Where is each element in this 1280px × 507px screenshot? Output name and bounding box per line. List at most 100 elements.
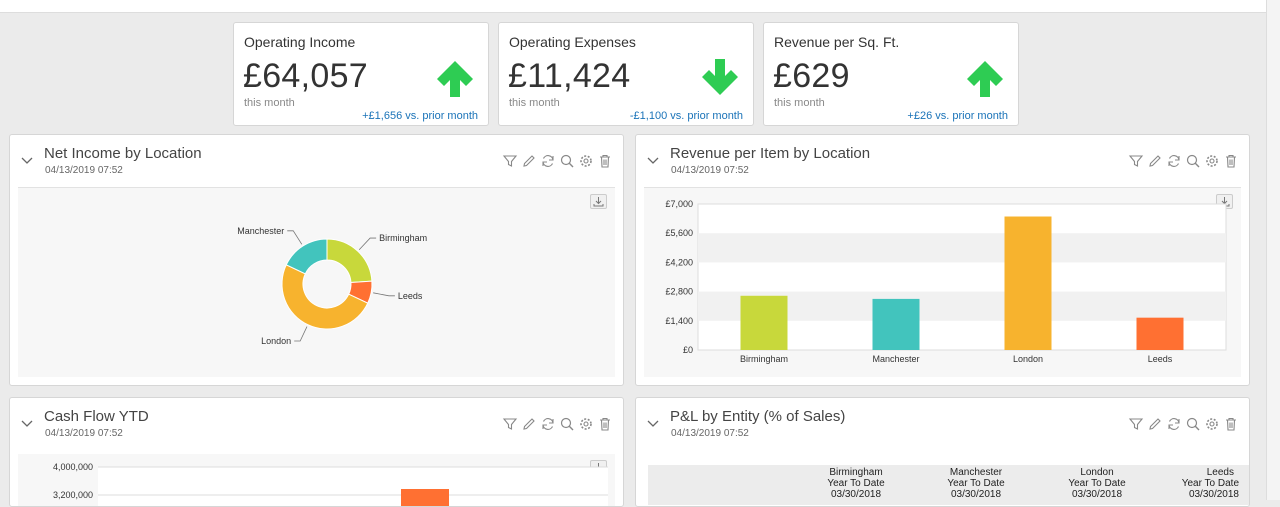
filter-icon[interactable] bbox=[1128, 416, 1144, 432]
donut-chart: Birmingham Leeds London Manchester bbox=[237, 226, 427, 346]
column-period: Year To Date bbox=[1182, 478, 1240, 489]
kpi-change: -£1,100 vs. prior month bbox=[629, 110, 743, 122]
trash-icon[interactable] bbox=[597, 416, 613, 432]
kpi-value: £64,057 bbox=[243, 57, 369, 95]
bar bbox=[740, 295, 788, 350]
refresh-icon[interactable] bbox=[1166, 416, 1182, 432]
chevron-down-icon[interactable] bbox=[20, 416, 34, 430]
chart-area: Birmingham Leeds London Manchester bbox=[18, 188, 615, 377]
slice-label: Birmingham bbox=[379, 233, 427, 243]
trash-icon[interactable] bbox=[597, 153, 613, 169]
search-icon[interactable] bbox=[559, 416, 575, 432]
panel-timestamp: 04/13/2019 07:52 bbox=[671, 165, 749, 176]
y-tick-label: £2,800 bbox=[665, 287, 693, 297]
y-tick-label: £1,400 bbox=[665, 316, 693, 326]
refresh-icon[interactable] bbox=[540, 153, 556, 169]
trash-icon[interactable] bbox=[1223, 416, 1239, 432]
kpi-card-operating-income[interactable]: Operating Income £64,057 this month +£1,… bbox=[233, 22, 489, 126]
edit-icon[interactable] bbox=[1147, 416, 1163, 432]
panel-timestamp: 04/13/2019 07:52 bbox=[45, 165, 123, 176]
pie-slice bbox=[285, 238, 328, 275]
panel-toolbar bbox=[1128, 153, 1239, 169]
kpi-card-revenue-per-sqft[interactable]: Revenue per Sq. Ft. £629 this month +£26… bbox=[763, 22, 1019, 126]
kpi-card-operating-expenses[interactable]: Operating Expenses £11,424 this month -£… bbox=[498, 22, 754, 126]
panel-net-income-by-location: Net Income by Location 04/13/2019 07:52 … bbox=[9, 134, 624, 386]
panel-title: P&L by Entity (% of Sales) bbox=[670, 408, 846, 425]
chevron-down-icon[interactable] bbox=[20, 153, 34, 167]
filter-icon[interactable] bbox=[502, 153, 518, 169]
gear-icon[interactable] bbox=[1204, 416, 1220, 432]
column-date: 03/30/2018 bbox=[951, 489, 1001, 500]
filter-icon[interactable] bbox=[502, 416, 518, 432]
panel-timestamp: 04/13/2019 07:52 bbox=[671, 428, 749, 439]
x-tick-label: Manchester bbox=[872, 354, 919, 364]
panel-title: Cash Flow YTD bbox=[44, 408, 149, 425]
column-date: 03/30/2018 bbox=[1072, 489, 1122, 500]
panel-timestamp: 04/13/2019 07:52 bbox=[45, 428, 123, 439]
slice-label: Leeds bbox=[398, 291, 423, 301]
bar bbox=[872, 298, 920, 350]
x-tick-label: London bbox=[1013, 354, 1043, 364]
edit-icon[interactable] bbox=[521, 153, 537, 169]
y-tick-label: 4,000,000 bbox=[53, 462, 93, 472]
x-tick-label: Birmingham bbox=[740, 354, 788, 364]
column-period: Year To Date bbox=[827, 478, 885, 489]
chevron-down-icon[interactable] bbox=[646, 153, 660, 167]
search-icon[interactable] bbox=[1185, 416, 1201, 432]
leader-line bbox=[287, 230, 303, 245]
kpi-value: £629 bbox=[773, 57, 850, 95]
y-tick-label: £0 bbox=[683, 345, 693, 355]
leader-line bbox=[373, 292, 395, 297]
column-entity: Manchester bbox=[950, 467, 1003, 478]
bar bbox=[1136, 317, 1184, 350]
filter-icon[interactable] bbox=[1128, 153, 1144, 169]
edit-icon[interactable] bbox=[1147, 153, 1163, 169]
column-date: 03/30/2018 bbox=[831, 489, 881, 500]
y-tick-label: 3,200,000 bbox=[53, 490, 93, 500]
kpi-title: Operating Expenses bbox=[509, 34, 636, 50]
panel-title: Revenue per Item by Location bbox=[670, 145, 871, 162]
arrow-up-icon bbox=[437, 61, 473, 97]
search-icon[interactable] bbox=[1185, 153, 1201, 169]
divider bbox=[644, 187, 1241, 188]
kpi-title: Revenue per Sq. Ft. bbox=[774, 34, 900, 50]
gear-icon[interactable] bbox=[578, 153, 594, 169]
refresh-icon[interactable] bbox=[540, 416, 556, 432]
chart-area: £0 £1,400 £2,800 £4,200 £5,600 £7,000 Birming… bbox=[644, 188, 1241, 377]
y-tick-label: £4,200 bbox=[665, 257, 693, 267]
arrow-up-icon bbox=[967, 61, 1003, 97]
column-entity: Birmingham bbox=[829, 467, 882, 478]
pl-table-columns: Birmingham Year To Date 03/30/2018 Manch… bbox=[827, 467, 1240, 500]
divider bbox=[18, 187, 615, 188]
refresh-icon[interactable] bbox=[1166, 153, 1182, 169]
kpi-change: +£26 vs. prior month bbox=[907, 110, 1008, 122]
column-period: Year To Date bbox=[947, 478, 1005, 489]
gear-icon[interactable] bbox=[1204, 153, 1220, 169]
panel-toolbar bbox=[502, 416, 613, 432]
search-icon[interactable] bbox=[559, 153, 575, 169]
vertical-scrollbar[interactable] bbox=[1266, 0, 1280, 500]
panel-toolbar bbox=[1128, 416, 1239, 432]
chevron-down-icon[interactable] bbox=[646, 416, 660, 430]
bar bbox=[1004, 216, 1052, 350]
panel-pl-by-entity: P&L by Entity (% of Sales) 04/13/2019 07… bbox=[635, 397, 1250, 507]
pie-slice bbox=[326, 238, 373, 284]
column-period: Year To Date bbox=[1068, 478, 1126, 489]
bar bbox=[401, 489, 449, 506]
pl-table-header: Birmingham Year To Date 03/30/2018 Manch… bbox=[648, 465, 1249, 505]
kpi-subtitle: this month bbox=[774, 97, 825, 109]
edit-icon[interactable] bbox=[521, 416, 537, 432]
y-tick-label: £7,000 bbox=[665, 199, 693, 209]
kpi-title: Operating Income bbox=[244, 34, 356, 50]
pie-slice bbox=[281, 264, 369, 330]
y-tick-label: £5,600 bbox=[665, 228, 693, 238]
leader-line bbox=[358, 237, 377, 251]
slice-label: Manchester bbox=[237, 226, 284, 236]
panel-title: Net Income by Location bbox=[44, 145, 202, 162]
download-button[interactable] bbox=[590, 194, 607, 209]
trash-icon[interactable] bbox=[1223, 153, 1239, 169]
kpi-subtitle: this month bbox=[244, 97, 295, 109]
column-entity: London bbox=[1080, 467, 1113, 478]
bar-chart: £0 £1,400 £2,800 £4,200 £5,600 £7,000 Birming… bbox=[665, 199, 1227, 364]
gear-icon[interactable] bbox=[578, 416, 594, 432]
